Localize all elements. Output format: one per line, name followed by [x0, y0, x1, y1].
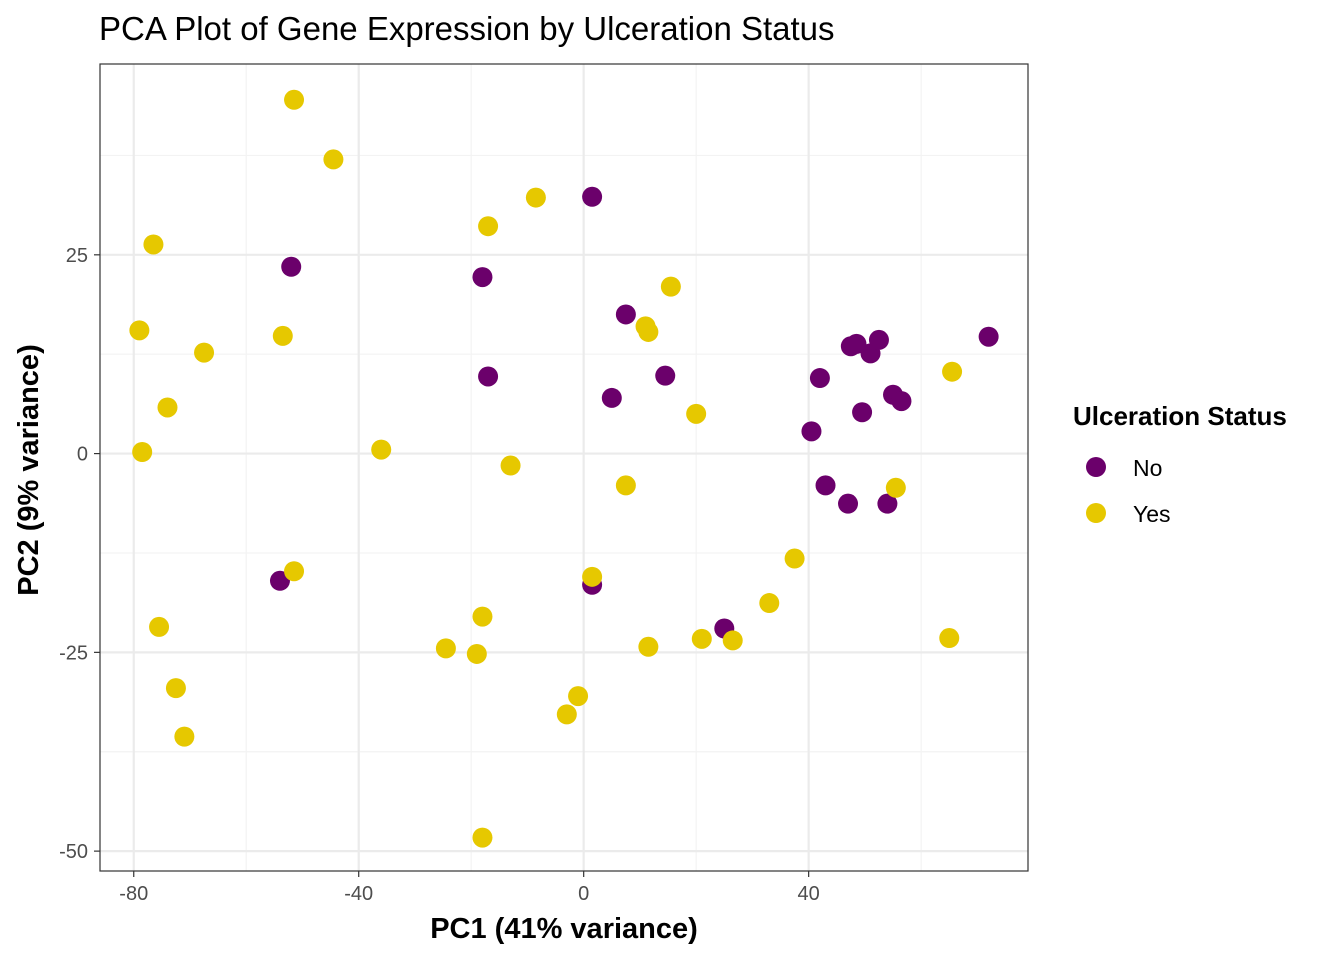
data-point-yes [638, 636, 659, 657]
chart-title: PCA Plot of Gene Expression by Ulceratio… [99, 10, 835, 47]
data-point-yes [435, 638, 456, 659]
plot-border [99, 63, 1029, 872]
data-point-yes [942, 361, 963, 382]
data-point-yes [284, 561, 305, 582]
legend: Ulceration Status No Yes [1073, 401, 1287, 527]
data-points [129, 89, 999, 848]
data-point-no [281, 256, 302, 277]
y-tick-label: 25 [66, 245, 88, 267]
legend-marker-yes [1086, 503, 1106, 523]
data-point-yes [722, 630, 743, 651]
data-point-no [615, 304, 636, 325]
data-point-yes [686, 403, 707, 424]
data-point-no [655, 365, 676, 386]
data-point-yes [759, 593, 780, 614]
data-point-yes [149, 616, 170, 637]
data-point-no [601, 387, 622, 408]
data-point-yes [174, 726, 195, 747]
data-point-yes [132, 441, 153, 462]
data-point-yes [784, 548, 805, 569]
data-point-yes [323, 149, 344, 170]
x-axis-title: PC1 (41% variance) [430, 913, 698, 945]
data-point-yes [691, 628, 712, 649]
data-point-yes [525, 187, 546, 208]
legend-marker-no [1086, 457, 1106, 477]
data-point-yes [500, 455, 521, 476]
data-point-no [582, 186, 603, 207]
data-point-yes [129, 320, 150, 341]
data-point-no [472, 267, 493, 288]
data-point-no [478, 366, 499, 387]
data-point-no [877, 493, 898, 514]
data-point-no [801, 421, 822, 442]
data-point-yes [582, 566, 603, 587]
y-tick-label: -50 [59, 841, 88, 863]
data-point-no [852, 402, 873, 423]
data-point-yes [143, 234, 164, 255]
y-tick-label: -25 [59, 642, 88, 664]
data-point-yes [165, 678, 186, 699]
data-point-yes [472, 606, 493, 627]
legend-title: Ulceration Status [1073, 401, 1287, 431]
data-point-yes [478, 216, 499, 237]
data-point-no [809, 368, 830, 389]
data-point-yes [194, 342, 215, 363]
data-point-yes [556, 704, 577, 725]
data-point-no [269, 570, 290, 591]
plot-panel [100, 64, 1028, 871]
legend-label-yes: Yes [1133, 501, 1171, 527]
legend-label-no: No [1133, 455, 1162, 481]
data-point-no [846, 333, 867, 354]
data-point-yes [472, 827, 493, 848]
y-tick-label: 0 [77, 444, 88, 466]
x-tick-label: -40 [344, 883, 373, 905]
data-point-yes [660, 276, 681, 297]
x-tick-label: 0 [578, 883, 589, 905]
data-point-yes [284, 89, 305, 110]
axis-ticks: -80 -40 0 40 -50 -25 0 25 [59, 245, 820, 905]
data-point-yes [568, 686, 589, 707]
data-point-yes [272, 325, 293, 346]
data-point-yes [885, 477, 906, 498]
data-point-no [838, 493, 859, 514]
y-axis-title: PC2 (9% variance) [13, 344, 45, 595]
data-point-no [891, 391, 912, 412]
data-point-yes [638, 321, 659, 342]
data-point-no [978, 326, 999, 347]
data-point-yes [615, 475, 636, 496]
x-tick-label: -80 [119, 883, 148, 905]
data-point-yes [157, 397, 178, 418]
data-point-no [868, 329, 889, 350]
x-tick-label: 40 [798, 883, 820, 905]
data-point-yes [466, 643, 487, 664]
data-point-yes [371, 439, 392, 460]
data-point-no [815, 475, 836, 496]
data-point-yes [939, 628, 960, 649]
